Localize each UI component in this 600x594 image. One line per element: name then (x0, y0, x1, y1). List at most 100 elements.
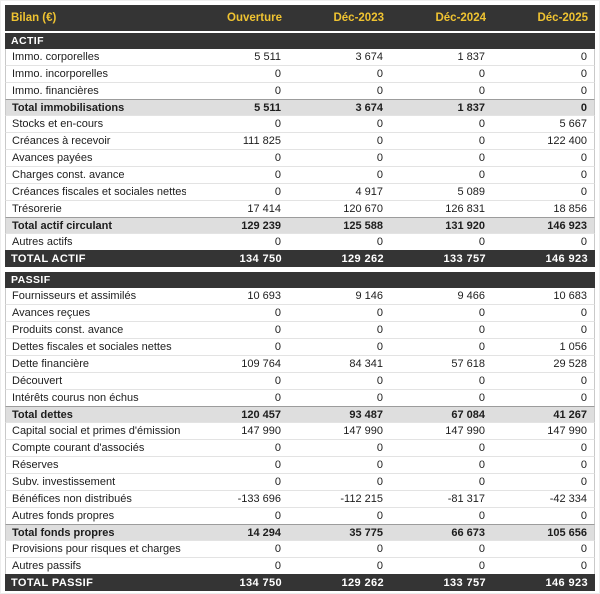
row-value: 0 (376, 68, 383, 80)
row-value: -81 317 (447, 493, 485, 505)
row-value: 0 (478, 375, 485, 387)
table-row: Stocks et en-cours 0 0 0 5 667 (5, 116, 595, 133)
row-label: Intérêts courus non échus (12, 392, 139, 404)
grand-total-row: TOTAL ACTIF 134 750 129 262 133 757 146 923 (5, 250, 595, 267)
row-label: Fournisseurs et assimilés (12, 290, 137, 302)
row-value: 1 056 (559, 341, 587, 353)
row-value: 0 (580, 85, 587, 97)
row-value: 0 (580, 236, 587, 248)
row-value: 0 (580, 101, 587, 114)
table-row: Capital social et primes d'émission 147 9… (5, 423, 595, 440)
row-value: 0 (376, 341, 383, 353)
row-value: 0 (274, 543, 281, 555)
row-value: 0 (580, 476, 587, 488)
table-row: Immo. incorporelles 0 0 0 0 (5, 66, 595, 83)
row-value: 131 920 (445, 219, 485, 232)
row-value: 1 837 (457, 51, 485, 63)
row-label: Avances reçues (12, 307, 91, 319)
row-value: 122 400 (547, 135, 587, 147)
row-value: 0 (274, 476, 281, 488)
row-value: 0 (580, 375, 587, 387)
row-value: 109 764 (241, 358, 281, 370)
row-label: Produits const. avance (12, 324, 124, 336)
grand-total-row: TOTAL PASSIF 134 750 129 262 133 757 146 923 (5, 574, 595, 591)
row-value: 0 (376, 543, 383, 555)
row-label: Autres fonds propres (12, 510, 115, 522)
row-label: Provisions pour risques et charges (12, 543, 181, 555)
row-label: Capital social et primes d'émission (12, 425, 181, 437)
row-value: 0 (478, 442, 485, 454)
row-value: 35 775 (349, 526, 383, 539)
row-value: 0 (580, 68, 587, 80)
row-value: 0 (580, 169, 587, 181)
row-label: Créances fiscales et sociales nettes (12, 186, 186, 198)
row-label: Total dettes (12, 408, 73, 421)
row-value: 5 511 (254, 51, 281, 63)
row-value: 0 (274, 85, 281, 97)
row-value: 0 (580, 459, 587, 471)
row-value: 133 757 (443, 252, 486, 265)
table-row: Dettes fiscales et sociales nettes 0 0 0 1 0… (5, 339, 595, 356)
row-value: 84 341 (349, 358, 383, 370)
row-label: TOTAL ACTIF (11, 252, 86, 265)
row-value: 0 (274, 510, 281, 522)
row-label: Total immobilisations (12, 101, 125, 114)
row-value: 0 (580, 307, 587, 319)
subtotal-row: Total fonds propres 14 294 35 775 66 673 105… (5, 524, 595, 541)
section-title: PASSIF (11, 274, 51, 286)
row-value: 57 618 (451, 358, 485, 370)
row-value: 0 (376, 459, 383, 471)
row-value: 0 (274, 375, 281, 387)
row-value: 93 487 (349, 408, 383, 421)
row-label: TOTAL PASSIF (11, 576, 94, 589)
row-label: Dette financière (12, 358, 90, 370)
row-value: 5 089 (457, 186, 485, 198)
row-value: 10 693 (247, 290, 281, 302)
row-label: Dettes fiscales et sociales nettes (12, 341, 172, 353)
row-value: 0 (274, 324, 281, 336)
column-header-3: Déc-2024 (435, 12, 486, 24)
row-value: 0 (274, 236, 281, 248)
row-value: 0 (580, 392, 587, 404)
row-value: 0 (478, 324, 485, 336)
row-value: 0 (478, 341, 485, 353)
section-header-actif: ACTIF (5, 33, 595, 49)
row-label: Compte courant d'associés (12, 442, 145, 454)
row-value: 0 (580, 510, 587, 522)
row-value: 1 837 (457, 101, 485, 114)
row-value: 0 (376, 85, 383, 97)
row-value: 0 (478, 459, 485, 471)
table-row: Trésorerie 17 414 120 670 126 831 18 856 (5, 201, 595, 218)
table-row: Réserves 0 0 0 0 (5, 457, 595, 474)
row-value: 0 (274, 152, 281, 164)
section-header-passif: PASSIF (5, 272, 595, 288)
row-value: 111 825 (242, 135, 281, 147)
row-value: 29 528 (553, 358, 587, 370)
table-title: Bilan (€) (11, 12, 57, 24)
column-header-4: Déc-2025 (537, 12, 588, 24)
row-value: 0 (376, 510, 383, 522)
row-value: 3 674 (355, 101, 383, 114)
row-value: 0 (274, 169, 281, 181)
row-value: 0 (376, 476, 383, 488)
row-value: 0 (274, 442, 281, 454)
row-value: 0 (478, 169, 485, 181)
row-value: -133 696 (237, 493, 281, 505)
table-row: Avances reçues 0 0 0 0 (5, 305, 595, 322)
row-label: Découvert (12, 375, 63, 387)
row-value: 0 (376, 324, 383, 336)
row-label: Immo. incorporelles (12, 68, 108, 80)
row-value: 147 990 (343, 425, 383, 437)
row-value: 0 (478, 135, 485, 147)
row-value: 0 (478, 476, 485, 488)
row-value: 0 (376, 307, 383, 319)
table-row: Subv. investissement 0 0 0 0 (5, 474, 595, 491)
row-value: 0 (478, 510, 485, 522)
row-value: 0 (376, 169, 383, 181)
row-value: 0 (376, 560, 383, 572)
row-value: 14 294 (247, 526, 281, 539)
row-value: 0 (580, 543, 587, 555)
row-value: 133 757 (443, 576, 486, 589)
subtotal-row: Total dettes 120 457 93 487 67 084 41 267 (5, 406, 595, 423)
table-row: Créances fiscales et sociales nettes 0 4 9… (5, 184, 595, 201)
